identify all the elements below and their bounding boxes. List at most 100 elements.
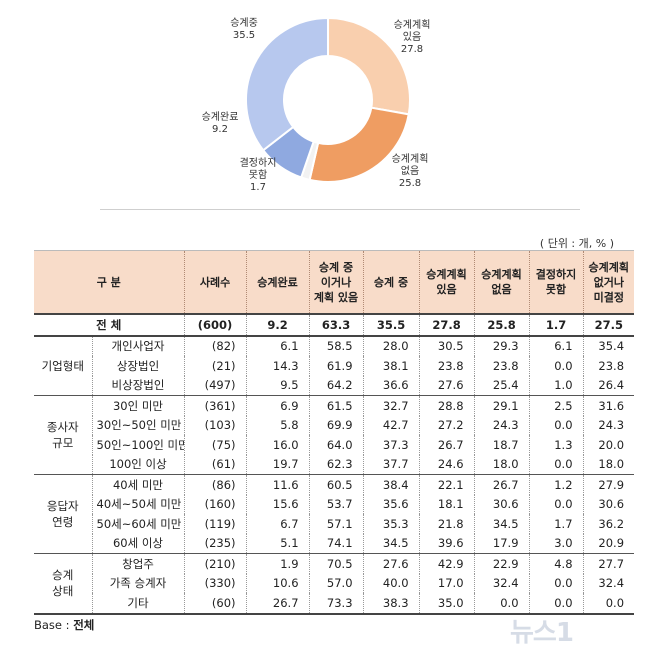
cell-value: 0.0 [528,454,584,475]
cell-value: 25.4 [473,375,530,396]
group-label: 응답자 연령 [34,474,92,554]
cell-value: 38.3 [362,593,420,615]
cell-value: 30.6 [582,494,635,514]
sample-count: (103) [183,415,247,435]
table-row: 60세 이상 (235) 5.1 74.1 34.5 39.6 17.9 3.0 20.9 [34,533,635,554]
base-prefix: Base : [34,618,74,632]
table-row-total: 전 체 (600) 9.2 63.3 35.5 27.8 25.8 1.7 27.5 [34,314,635,337]
sample-count: (82) [183,335,247,356]
cell-value: 27.9 [582,474,635,495]
cell-value: 32.7 [362,395,420,416]
row-label: 전 체 [34,314,185,337]
group-label-line: 규모 [52,436,74,450]
cell-value: 32.4 [582,573,635,593]
row-label: 40세 미만 [91,474,185,495]
cell-value: 24.6 [418,454,475,475]
base-note: Base : 전체 [34,617,94,633]
cell-value: 57.0 [308,573,364,593]
sample-count: (361) [183,395,247,416]
group-label-line: 상태 [52,584,74,599]
cell-value: 60.5 [308,474,364,495]
donut-chart: 승계계획있음27.8승계계획없음25.8결정하지못함1.7승계완료9.2승계중3… [202,16,431,193]
sample-count: (119) [183,514,247,534]
column-header-line: 결정하지 [535,268,577,281]
cell-value: 30.6 [473,494,530,514]
row-label: 상장법인 [91,356,185,376]
cell-value: 18.0 [473,454,530,475]
row-label: 가족 승계자 [91,573,185,593]
cell-value: 26.7 [473,474,530,495]
cell-value: 1.0 [528,375,584,396]
divider [100,209,580,210]
base-value: 전체 [73,618,95,632]
table-row: 종사자 규모 30인 미만 (361) 6.9 61.5 32.7 28.8 29.1 2.5 31… [34,395,635,475]
column-header: 승계계획 없거나 미결정 [582,250,635,315]
column-header: 승계계획 없음 [473,250,530,315]
table-row: 응답자 연령 40세 미만 (86) 11.6 60.5 38.4 22.1 26.7 1.2 27… [34,474,635,554]
cell-value: 58.5 [308,335,364,356]
cell-value: 6.7 [245,514,310,534]
cell-value: 0.0 [582,593,635,615]
row-label: 60세 이상 [91,533,185,554]
table-row: 가족 승계자 (330) 10.6 57.0 40.0 17.0 32.4 0.0 32.4 [34,573,635,593]
column-header-line: 승계계획 [588,260,629,274]
table-row: 100인 이상 (61) 19.7 62.3 37.7 24.6 18.0 0.0 18.0 [34,454,635,475]
cell-value: 27.5 [582,314,635,337]
cell-value: 69.9 [308,415,364,435]
slice-name: 있음 [403,31,421,43]
slice-name: 승계계획 [392,153,429,165]
cell-value: 0.0 [528,494,584,514]
cell-value: 40.0 [362,573,420,593]
row-label: 30인 미만 [91,395,185,416]
cell-value: 23.8 [473,356,530,376]
table-row: 상장법인 (21) 14.3 61.9 38.1 23.8 23.8 0.0 23.8 [34,356,635,376]
cell-value: 0.0 [528,356,584,376]
cell-value: 35.6 [362,494,420,514]
cell-value: 36.6 [362,375,420,396]
column-header: 승계계획 있음 [418,250,475,315]
row-label: 개인사업자 [91,335,185,356]
cell-value: 1.9 [245,553,310,574]
cell-value: 2.5 [528,395,584,416]
sample-count: (497) [183,375,247,396]
cell-value: 14.3 [245,356,310,376]
row-label: 30인~50인 미만 [91,415,185,435]
sample-count: (21) [183,356,247,376]
sample-count: (160) [183,494,247,514]
cell-value: 63.3 [308,314,364,337]
sample-count: (60) [183,593,247,615]
cell-value: 17.0 [418,573,475,593]
column-header-line: 없음 [491,283,512,296]
cell-value: 27.7 [582,553,635,574]
column-header-line: 승계완료 [257,275,298,289]
cell-value: 28.8 [418,395,475,416]
cell-value: 11.6 [245,474,310,495]
cell-value: 29.1 [473,395,530,416]
sample-count: (86) [183,474,247,495]
cell-value: 26.4 [582,375,635,396]
cell-value: 18.7 [473,435,530,455]
cell-value: 35.0 [418,593,475,615]
cell-value: 23.8 [582,356,635,376]
sample-count: (61) [183,454,247,475]
cell-value: 38.4 [362,474,420,495]
cell-value: 61.5 [308,395,364,416]
column-header-line: 승계 중 [318,260,354,274]
cell-value: 29.3 [473,335,530,356]
cell-value: 18.1 [418,494,475,514]
column-header-line: 승계계획 [426,268,467,281]
cell-value: 31.6 [582,395,635,416]
cell-value: 26.7 [418,435,475,455]
cell-value: 28.0 [362,335,420,356]
column-header-line: 이거나 [320,275,352,289]
cell-value: 27.8 [418,314,475,337]
cell-value: 30.5 [418,335,475,356]
column-header-line: 사례수 [199,275,231,289]
slice-value: 1.7 [250,182,266,193]
cell-value: 70.5 [308,553,364,574]
cell-value: 1.2 [528,474,584,495]
group-label-line: 연령 [52,515,74,529]
